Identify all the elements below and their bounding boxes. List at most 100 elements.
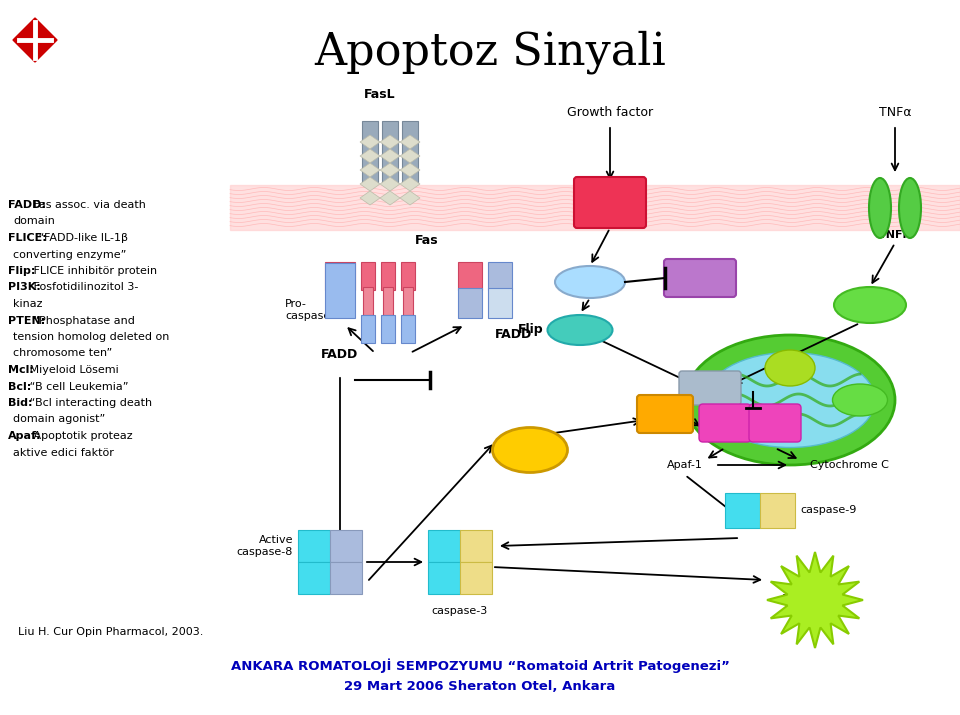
Polygon shape <box>400 149 420 163</box>
Text: Fas assoc. via death: Fas assoc. via death <box>31 200 146 210</box>
Text: GFR: GFR <box>591 194 629 212</box>
FancyBboxPatch shape <box>679 371 741 405</box>
FancyBboxPatch shape <box>699 404 751 442</box>
Text: caspase-3: caspase-3 <box>432 606 488 616</box>
Bar <box>383 287 393 315</box>
Bar <box>298 530 330 562</box>
Polygon shape <box>360 149 380 163</box>
Polygon shape <box>360 191 380 205</box>
Text: Flip:: Flip: <box>8 266 36 276</box>
Text: TNFα: TNFα <box>878 106 911 119</box>
Text: NF-κB: NF-κB <box>849 298 891 312</box>
FancyBboxPatch shape <box>749 404 801 442</box>
Bar <box>458 288 482 318</box>
Ellipse shape <box>555 266 625 298</box>
Text: “Bcl interacting death: “Bcl interacting death <box>26 398 152 408</box>
Text: Mcl:: Mcl: <box>8 365 34 375</box>
Bar <box>488 262 512 290</box>
Text: Apoptotik proteaz: Apoptotik proteaz <box>31 431 133 441</box>
Text: Apoptosis: Apoptosis <box>780 593 850 606</box>
Text: kinaz: kinaz <box>13 299 42 309</box>
Ellipse shape <box>685 335 895 465</box>
Text: Akt: Akt <box>566 323 593 337</box>
Ellipse shape <box>765 350 815 386</box>
Bar <box>401 315 415 343</box>
Polygon shape <box>380 149 400 163</box>
Text: tBid: tBid <box>651 408 679 420</box>
Text: chromosome ten”: chromosome ten” <box>13 348 112 358</box>
Polygon shape <box>360 177 380 191</box>
Text: aktive edici faktör: aktive edici faktör <box>13 448 114 458</box>
Text: PTEN: PTEN <box>680 271 721 285</box>
Text: FLICE inhibitör protein: FLICE inhibitör protein <box>31 266 157 276</box>
Text: FADD:: FADD: <box>8 200 46 210</box>
Text: “B cell Leukemia”: “B cell Leukemia” <box>26 382 129 392</box>
Text: Liu H. Cur Opin Pharmacol, 2003.: Liu H. Cur Opin Pharmacol, 2003. <box>18 627 204 637</box>
Bar <box>725 493 760 528</box>
Text: Apoptoz Sinyali: Apoptoz Sinyali <box>314 30 666 74</box>
Ellipse shape <box>832 384 887 416</box>
Bar <box>403 287 413 315</box>
Text: A1: A1 <box>780 362 799 375</box>
Text: “Phosphatase and: “Phosphatase and <box>31 315 135 325</box>
Text: 29 Mart 2006 Sheraton Otel, Ankara: 29 Mart 2006 Sheraton Otel, Ankara <box>345 679 615 693</box>
Bar <box>428 562 460 594</box>
Text: Flip: Flip <box>518 323 543 337</box>
Ellipse shape <box>705 352 875 448</box>
Bar <box>458 262 482 290</box>
Bar <box>361 315 375 343</box>
Bar <box>325 262 355 290</box>
Text: “FADD-like IL-1β: “FADD-like IL-1β <box>35 233 128 243</box>
Bar <box>460 530 492 562</box>
Text: PTEN:: PTEN: <box>8 315 45 325</box>
Ellipse shape <box>899 178 921 238</box>
Bar <box>760 493 795 528</box>
Bar <box>488 288 512 318</box>
Text: TNFR: TNFR <box>878 230 911 240</box>
Text: PI3K:: PI3K: <box>8 282 40 292</box>
Bar <box>298 562 330 594</box>
Bar <box>428 530 460 562</box>
Text: domain agonist”: domain agonist” <box>13 415 106 425</box>
Polygon shape <box>380 135 400 149</box>
Text: ANKARA ROMATOLOJİ SEMPOZYUMU “Romatoid Artrit Patogenezi”: ANKARA ROMATOLOJİ SEMPOZYUMU “Romatoid A… <box>230 659 730 674</box>
Bar <box>381 315 395 343</box>
Text: Fosfotidilinozitol 3-: Fosfotidilinozitol 3- <box>31 282 139 292</box>
Bar <box>362 121 378 183</box>
Bar <box>381 262 395 290</box>
Polygon shape <box>13 18 57 62</box>
Ellipse shape <box>547 315 612 345</box>
Text: BAX: BAX <box>712 418 738 428</box>
Text: Pro-
caspase-8: Pro- caspase-8 <box>285 299 342 321</box>
Text: FLICE:: FLICE: <box>8 233 47 243</box>
Text: Bcl-2: Bcl-2 <box>845 395 876 405</box>
Text: converting enzyme”: converting enzyme” <box>13 250 127 260</box>
Text: Apaf:: Apaf: <box>8 431 41 441</box>
Text: Bid:: Bid: <box>8 398 33 408</box>
FancyBboxPatch shape <box>637 395 693 433</box>
Text: Fas: Fas <box>415 234 439 247</box>
Text: Miyeloid Lösemi: Miyeloid Lösemi <box>26 365 119 375</box>
Polygon shape <box>400 135 420 149</box>
Bar <box>330 530 362 562</box>
Text: tension homolog deleted on: tension homolog deleted on <box>13 332 169 342</box>
Text: FADD: FADD <box>495 328 532 342</box>
Ellipse shape <box>869 178 891 238</box>
Polygon shape <box>380 191 400 205</box>
Polygon shape <box>360 135 380 149</box>
Bar <box>401 262 415 290</box>
Text: FADD: FADD <box>322 348 359 362</box>
Polygon shape <box>380 163 400 177</box>
Text: Growth factor: Growth factor <box>567 106 653 119</box>
Text: Bcl:: Bcl: <box>8 382 32 392</box>
Bar <box>361 262 375 290</box>
Bar <box>460 562 492 594</box>
Text: Mcl-1: Mcl-1 <box>693 383 727 393</box>
Text: domain: domain <box>13 217 55 227</box>
Polygon shape <box>400 191 420 205</box>
Text: Apaf-1: Apaf-1 <box>667 460 703 470</box>
Polygon shape <box>360 163 380 177</box>
Text: BAK: BAK <box>762 418 788 428</box>
Polygon shape <box>380 177 400 191</box>
Bar <box>325 263 355 318</box>
